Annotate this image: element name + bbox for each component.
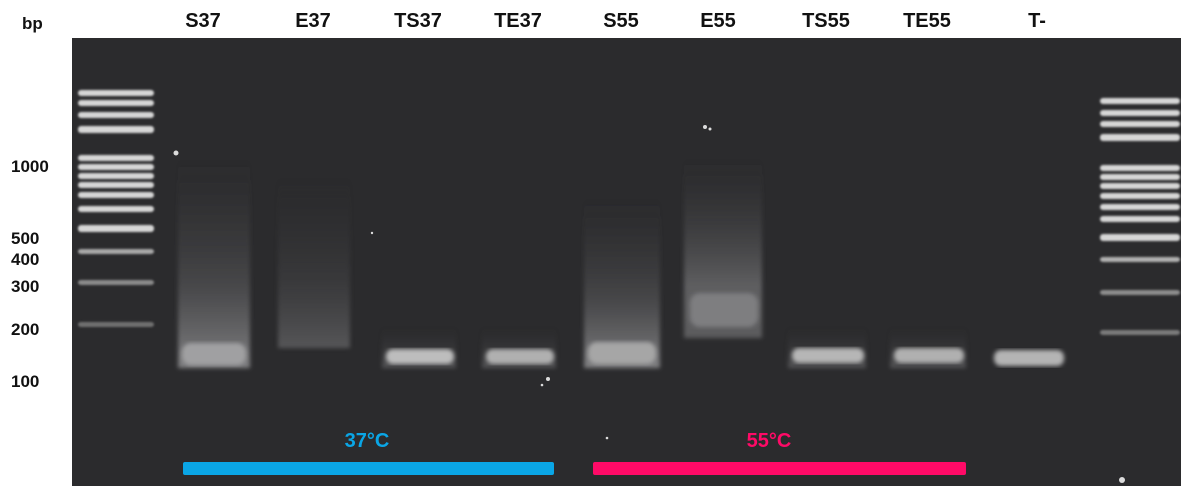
lane-label-e55: E55	[700, 10, 736, 32]
temperature-label-55c: 55°C	[746, 430, 792, 452]
gel-image	[72, 38, 1181, 486]
size-label-1000: 1000	[11, 157, 49, 176]
size-label-100: 100	[11, 372, 40, 391]
size-label-500: 500	[11, 229, 40, 248]
lane-label-te37: TE37	[494, 10, 542, 32]
lane-te37	[482, 328, 556, 368]
lane-e55	[684, 158, 762, 338]
lane-t-neg	[994, 350, 1064, 366]
lane-ts55	[788, 328, 866, 368]
lane-te55	[890, 328, 966, 368]
lane-label-e37: E37	[295, 10, 331, 32]
bp-header: bp	[22, 14, 43, 33]
size-label-200: 200	[11, 320, 40, 339]
ladder-left	[78, 90, 154, 327]
lane-label-s37: S37	[185, 10, 221, 32]
lane-label-te55: TE55	[903, 10, 951, 32]
temperature-bar-55c	[593, 462, 966, 475]
gel-specks	[173, 125, 1125, 483]
temperature-bar-37c	[183, 462, 554, 475]
size-label-400: 400	[11, 250, 40, 269]
lane-e37	[278, 178, 350, 348]
lane-ts37	[382, 328, 456, 368]
lane-label-t-neg: T-	[1028, 10, 1046, 32]
lane-s37	[178, 158, 250, 368]
gel-bands	[78, 90, 1180, 483]
ladder-right	[1100, 98, 1180, 335]
temperature-label-37c: 37°C	[344, 430, 390, 452]
lane-s55	[584, 198, 660, 368]
lane-label-ts55: TS55	[802, 10, 850, 32]
lane-label-ts37: TS37	[394, 10, 442, 32]
lane-label-s55: S55	[603, 10, 639, 32]
size-label-300: 300	[11, 277, 40, 296]
